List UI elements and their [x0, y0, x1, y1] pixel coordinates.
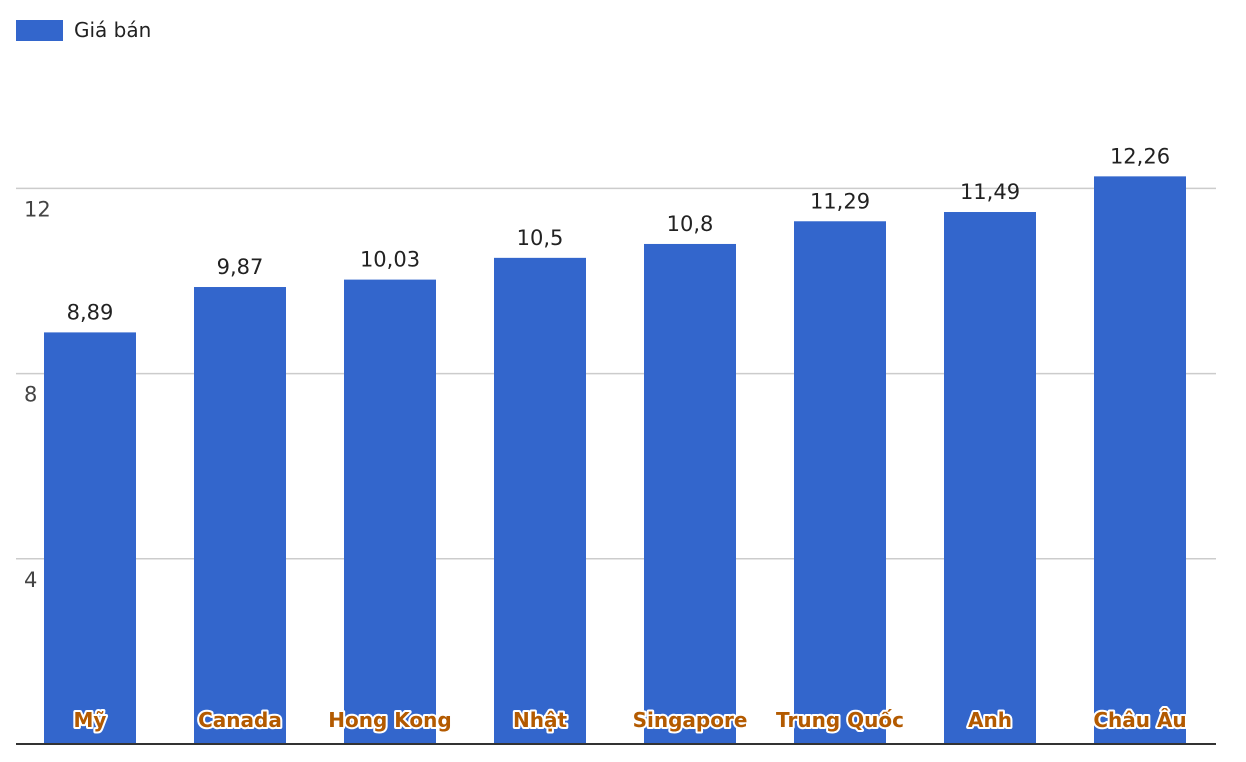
- y-tick-label: 4: [24, 568, 37, 592]
- category-label: Mỹ: [74, 708, 107, 732]
- legend-swatch: [16, 19, 63, 41]
- bar: [194, 287, 286, 744]
- data-label: 11,49: [960, 180, 1020, 204]
- bar: [494, 257, 586, 744]
- data-label: 11,29: [810, 189, 870, 213]
- data-label: 8,89: [67, 300, 114, 324]
- category-label: Hong Kong: [328, 708, 451, 732]
- data-label: 12,26: [1110, 144, 1170, 168]
- data-label: 10,8: [667, 212, 714, 236]
- bar: [644, 243, 736, 744]
- legend-label: Giá bán: [74, 18, 152, 42]
- category-label: Anh: [968, 708, 1012, 732]
- category-label: Canada: [198, 708, 282, 732]
- legend: Giá bán: [16, 18, 151, 42]
- data-label: 10,5: [517, 226, 564, 250]
- bar: [344, 279, 436, 744]
- data-label: 9,87: [217, 255, 264, 279]
- category-label: Châu Âu: [1093, 708, 1186, 732]
- bar: [944, 212, 1036, 744]
- category-label: Singapore: [633, 708, 748, 732]
- category-label: Nhật: [513, 708, 567, 732]
- y-tick-label: 12: [24, 197, 51, 221]
- bar: [794, 221, 886, 744]
- category-label: Trung Quốc: [776, 708, 904, 732]
- y-tick-label: 8: [24, 383, 37, 407]
- bar: [44, 332, 136, 744]
- bar: [1094, 176, 1186, 744]
- data-label: 10,03: [360, 248, 420, 272]
